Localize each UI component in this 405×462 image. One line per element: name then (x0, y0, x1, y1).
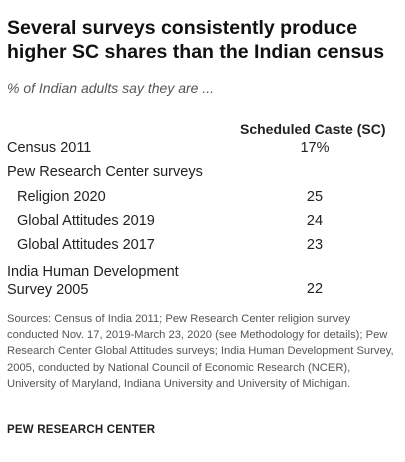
source-note: Sources: Census of India 2011; Pew Resea… (7, 313, 394, 390)
row-value: 23 (306, 237, 324, 253)
row-value: 25 (306, 189, 324, 205)
row-label: Global Attitudes 2019 (17, 213, 155, 229)
row-value: 24 (306, 213, 324, 229)
chart-title: Several surveys consistently produce hig… (7, 17, 385, 63)
row-value: 17% (300, 140, 330, 156)
column-header: Scheduled Caste (SC) (240, 121, 386, 137)
row-label: Census 2011 (7, 140, 92, 156)
row-label: Global Attitudes 2017 (17, 237, 155, 253)
footer-credit: PEW RESEARCH CENTER (7, 424, 156, 436)
row-label: Pew Research Center surveys (7, 164, 203, 180)
row-label: Religion 2020 (17, 189, 106, 205)
row-label: India Human Development Survey 2005 (7, 264, 179, 298)
row-value: 22 (306, 281, 324, 297)
chart-subtitle: % of Indian adults say they are ... (7, 80, 215, 96)
